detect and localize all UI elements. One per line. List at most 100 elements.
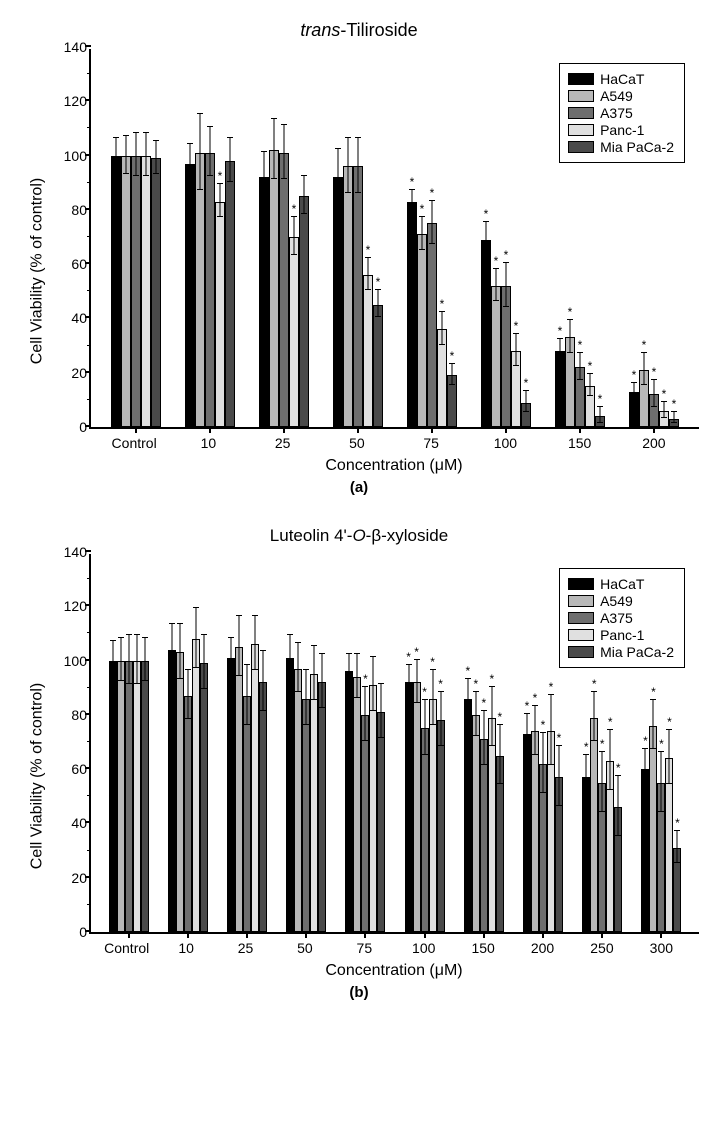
y-tick-label: 80 (49, 202, 87, 218)
significance-marker: * (481, 697, 486, 709)
bar: * (629, 392, 639, 427)
y-tick-label: 20 (49, 870, 87, 886)
bar (121, 156, 131, 427)
legend-swatch (568, 595, 594, 607)
bar (176, 652, 184, 932)
error-bar (304, 176, 305, 214)
error-bar (416, 660, 417, 703)
bar (333, 177, 343, 427)
significance-marker: * (642, 339, 647, 351)
x-tick-label: 75 (335, 940, 394, 956)
error-bar (128, 635, 129, 684)
bar: * (649, 726, 657, 932)
legend-label: Panc-1 (600, 122, 644, 138)
bar: * (480, 739, 488, 932)
legend-label: HaCaT (600, 576, 644, 592)
significance-marker: * (667, 716, 672, 728)
significance-marker: * (514, 320, 519, 332)
bar: * (639, 370, 649, 427)
y-tick-label: 60 (49, 761, 87, 777)
error-bar (496, 269, 497, 302)
error-bar (322, 654, 323, 708)
x-tick-label: 150 (543, 435, 617, 451)
significance-marker: * (651, 686, 656, 698)
significance-marker: * (484, 208, 489, 220)
significance-marker: * (616, 762, 621, 774)
significance-marker: * (592, 678, 597, 690)
bar: * (429, 699, 437, 932)
error-bar (126, 136, 127, 174)
bar (200, 663, 208, 932)
error-bar (677, 831, 678, 864)
bar (259, 177, 269, 427)
bar: * (547, 731, 555, 932)
significance-marker: * (643, 735, 648, 747)
bar: * (665, 758, 673, 932)
error-bar (452, 364, 453, 386)
significance-marker: * (557, 732, 562, 744)
bar: * (421, 728, 429, 932)
error-bar (412, 190, 413, 212)
error-bar (264, 152, 265, 201)
bar (243, 696, 251, 932)
error-bar (210, 127, 211, 176)
bar: * (521, 403, 531, 427)
bar: * (407, 202, 417, 427)
error-bar (653, 700, 654, 749)
bar: * (575, 367, 585, 427)
error-bar (570, 320, 571, 353)
legend-label: A375 (600, 610, 633, 626)
bar: * (641, 769, 649, 932)
bar (111, 156, 121, 427)
significance-marker: * (440, 298, 445, 310)
bar-group: * (247, 49, 321, 427)
error-bar (600, 407, 601, 423)
error-bar (664, 402, 665, 418)
error-bar (618, 776, 619, 836)
significance-marker: * (438, 678, 443, 690)
error-bar (491, 687, 492, 747)
bar: * (582, 777, 590, 932)
significance-marker: * (504, 249, 509, 261)
bar: * (565, 337, 575, 427)
error-bar (669, 730, 670, 784)
bar-group: * (173, 49, 247, 427)
error-bar (144, 638, 145, 681)
significance-marker: * (366, 244, 371, 256)
bar: * (427, 223, 437, 427)
y-tick-label: 140 (49, 39, 87, 55)
y-axis-label: Cell Viability (% of control) (29, 178, 47, 364)
error-bar (535, 706, 536, 755)
error-bar (424, 700, 425, 754)
bar: * (472, 715, 480, 932)
error-bar (432, 670, 433, 724)
bar (141, 156, 151, 427)
error-bar (239, 616, 240, 676)
bar (133, 661, 141, 932)
bar (345, 671, 353, 932)
error-bar (348, 138, 349, 192)
significance-marker: * (578, 339, 583, 351)
bar (185, 164, 195, 427)
bar (294, 669, 302, 932)
legend: HaCaTA549A375Panc-1Mia PaCa-2 (559, 63, 685, 163)
error-bar (116, 138, 117, 171)
plot-wrap: Cell Viability (% of control)02040608010… (19, 554, 699, 980)
legend-item: Panc-1 (568, 627, 674, 643)
error-bar (357, 654, 358, 697)
bar (377, 712, 385, 932)
error-bar (203, 635, 204, 689)
bar (299, 196, 309, 427)
y-tick-label: 20 (49, 365, 87, 381)
bar (192, 639, 200, 932)
y-tick-label: 100 (49, 653, 87, 669)
legend-swatch (568, 629, 594, 641)
x-tick-label: 25 (216, 940, 275, 956)
error-bar (644, 353, 645, 386)
error-bar (230, 138, 231, 181)
significance-marker: * (494, 255, 499, 267)
error-bar (187, 670, 188, 719)
bar: * (606, 761, 614, 932)
legend-swatch (568, 578, 594, 590)
error-bar (580, 353, 581, 380)
